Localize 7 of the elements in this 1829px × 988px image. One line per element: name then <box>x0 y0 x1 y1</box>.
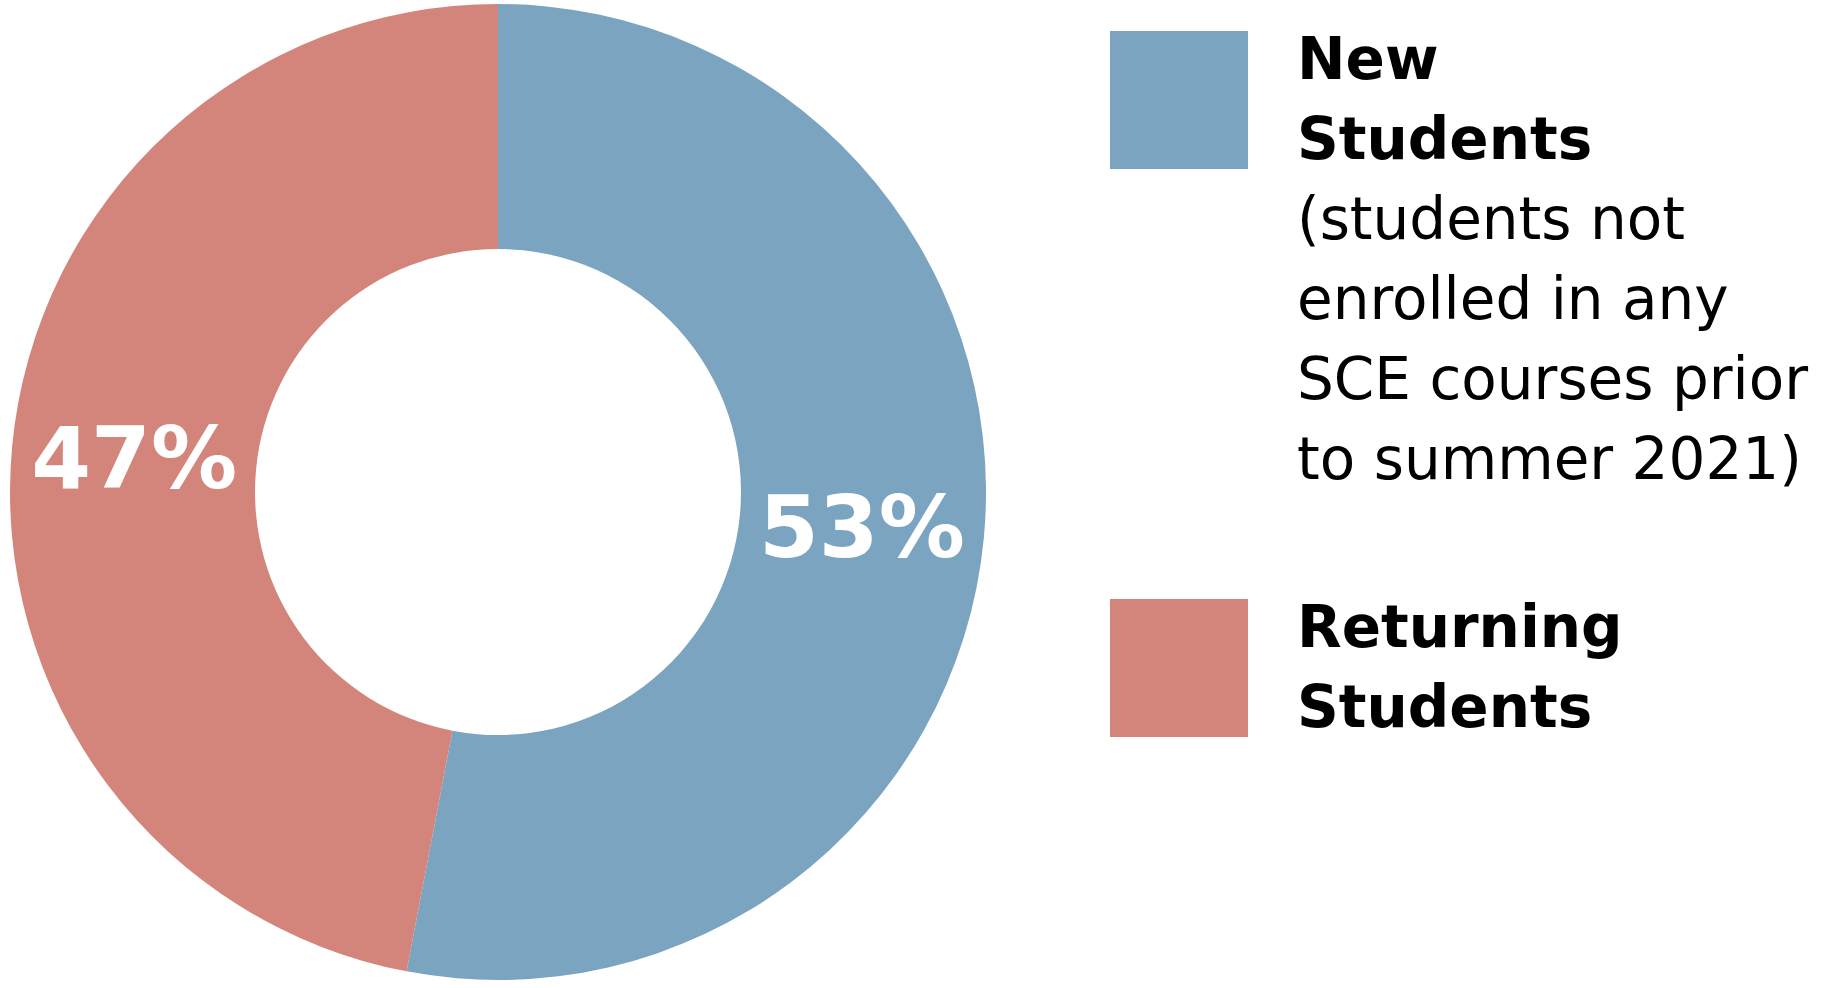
donut-slice <box>406 4 986 980</box>
legend-label: New Students <box>1297 25 1593 173</box>
data-label: 47% <box>31 407 238 508</box>
donut-slice <box>10 4 498 972</box>
data-label: 53% <box>758 476 965 577</box>
text: (students not enrolled in any SCE courses prior to summer 2021) <box>1297 185 1809 493</box>
legend-label: Returning Students <box>1297 593 1623 741</box>
